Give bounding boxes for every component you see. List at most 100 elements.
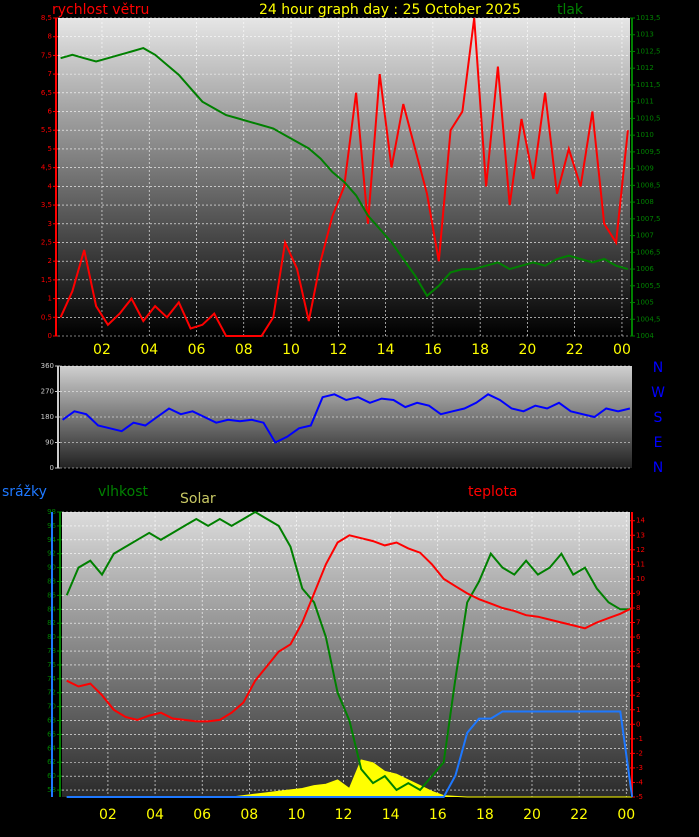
y-tick-label: 1,5 [41,276,52,284]
y-tick-label: 1004 [636,332,654,340]
x-tick-label: 02 [99,807,117,823]
series-line [65,510,633,792]
x-tick-label: 08 [240,807,258,823]
x-tick-label: 18 [471,342,489,358]
x-tick-label: 04 [140,342,158,358]
y-tick-label: 0,5 [41,313,52,321]
y-tick-label: 7 [636,619,640,627]
y-tick-label: 2 [48,257,52,265]
series-line [66,534,633,723]
x-tick-label: 00 [613,342,631,358]
y-tick-label: 1008 [636,198,654,206]
x-tick-label: 16 [429,807,447,823]
y-tick-label: 1012 [636,64,654,72]
y-tick-label: 6,5 [41,89,52,97]
y-tick-label: 1006,5 [636,248,661,256]
x-tick-label: 20 [519,342,537,358]
y-tick-label: 180 [41,413,54,421]
x-tick-label: 16 [424,342,442,358]
series-line [62,393,631,444]
y-tick-label: -1 [636,735,643,743]
y-tick-label: 3,5 [41,201,52,209]
y-tick-label: 1 [636,706,640,714]
y-tick-label: 0 [50,464,54,472]
x-tick-label: 22 [570,807,588,823]
plot-area [58,18,630,336]
direction-label: W [651,385,665,401]
x-tick-label: 12 [335,807,353,823]
y-tick-label: 1010 [636,131,654,139]
y-tick-label: 1011,5 [636,81,661,89]
y-tick-label: -3 [636,764,643,772]
x-tick-label: 02 [93,342,111,358]
x-tick-label: 14 [377,342,395,358]
series-line [66,710,634,798]
wind-speed-label: rychlost větru [52,2,149,18]
y-tick-label: 10 [636,575,645,583]
y-tick-label: 6 [636,633,641,641]
x-tick-label: 00 [617,807,635,823]
y-tick-label: 8 [48,33,52,41]
y-tick-label: 5 [48,145,52,153]
y-tick-label: 360 [41,362,54,370]
y-tick-label: 1005 [636,299,654,307]
y-tick-label: 1008,5 [636,181,661,189]
series-label: vlhkost [98,484,149,500]
x-tick-label: 14 [382,807,400,823]
y-tick-label: 2 [636,691,640,699]
x-tick-label: 04 [146,807,164,823]
series-label: Solar [180,491,216,507]
y-tick-label: -4 [636,778,644,786]
y-tick-label: 0 [636,720,640,728]
plot-area [62,512,630,797]
series-line [60,47,629,298]
y-tick-label: 1009 [636,165,654,173]
x-tick-label: 08 [235,342,253,358]
y-tick-label: 1011 [636,98,654,106]
y-tick-label: 1013 [636,31,654,39]
pressure-label: tlak [557,2,584,18]
x-tick-label: 18 [476,807,494,823]
y-tick-label: 3 [636,677,640,685]
y-tick-label: 14 [636,517,645,525]
y-tick-label: 1012,5 [636,47,661,55]
y-tick-label: 9 [636,589,640,597]
y-tick-label: 4 [48,182,53,190]
y-tick-label: 1 [48,295,52,303]
y-tick-label: 1007 [636,232,654,240]
direction-label: E [654,435,663,451]
series-label: srážky [2,484,47,500]
x-tick-label: 06 [193,807,211,823]
y-tick-label: 1005,5 [636,282,661,290]
chart-title: 24 hour graph day : 25 October 2025 [259,2,521,18]
y-tick-label: 0 [48,332,52,340]
y-tick-label: 1010,5 [636,114,661,122]
y-tick-label: 1007,5 [636,215,661,223]
y-tick-label: 1009,5 [636,148,661,156]
y-tick-label: 7,5 [41,51,52,59]
direction-label: N [653,460,663,476]
y-tick-label: 7 [48,70,52,78]
x-tick-label: 20 [523,807,541,823]
y-tick-label: 90 [45,439,54,447]
y-tick-label: 1013,5 [636,14,661,22]
y-tick-label: 5,5 [41,126,52,134]
y-tick-label: -5 [636,793,643,801]
y-tick-label: 2,5 [41,238,52,246]
x-tick-label: 10 [282,342,300,358]
y-tick-label: 4 [636,662,641,670]
y-tick-label: 11 [636,560,645,568]
y-tick-label: 5 [636,648,640,656]
x-tick-label: 12 [329,342,347,358]
y-tick-label: 12 [636,546,645,554]
y-tick-label: 8,5 [41,14,52,22]
y-tick-label: 1006 [636,265,654,273]
y-tick-label: 8 [636,604,640,612]
direction-label: N [653,360,663,376]
series-line [59,17,629,337]
y-tick-label: -2 [636,749,643,757]
y-tick-label: 3 [48,220,52,228]
y-tick-label: 13 [636,531,645,539]
series-label: teplota [468,484,518,500]
